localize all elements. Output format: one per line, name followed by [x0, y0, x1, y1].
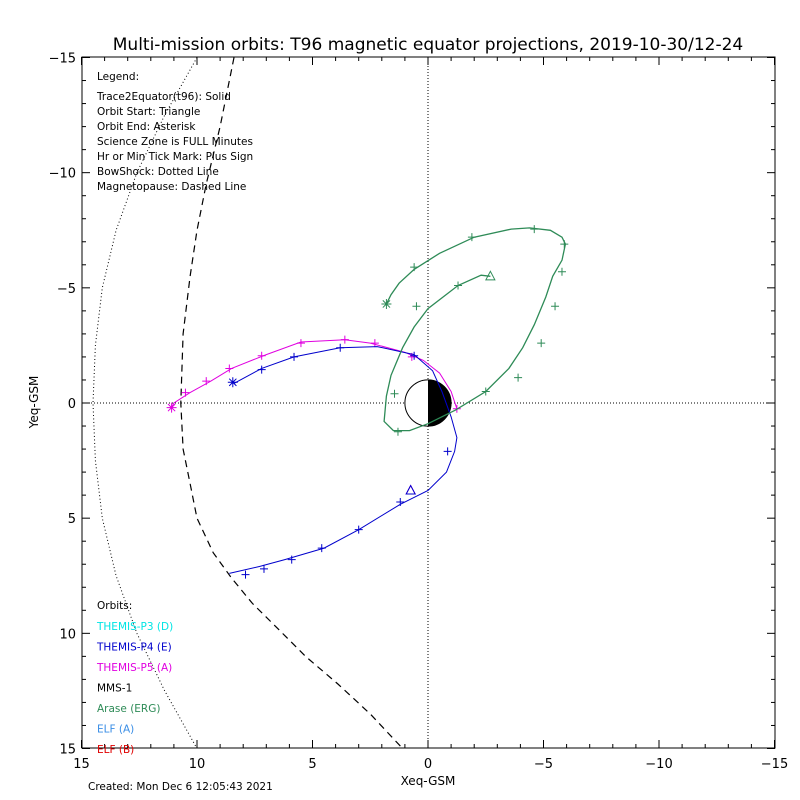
tick-mark-themis-p4-e [259, 564, 268, 573]
y-tick-label: −5 [57, 282, 76, 297]
x-axis-label: Xeq-GSM [401, 774, 456, 788]
orbit-end-marker-themis-p4-e [227, 377, 238, 388]
tick-mark-themis-p5-a [202, 377, 211, 386]
x-tick-label: 5 [308, 757, 316, 772]
tick-mark-themis-p5-a [296, 339, 305, 348]
orbit-start-marker-themis-p5-a [405, 484, 417, 495]
y-tick-label: 5 [68, 512, 76, 527]
series-themis-p4-e [227, 343, 458, 579]
y-tick-label: 10 [59, 627, 76, 642]
legend-line: BowShock: Dotted Line [97, 166, 219, 178]
tick-mark-themis-p5-a [340, 335, 349, 344]
orbit-end-marker-themis-p5-a [166, 402, 177, 413]
tick-mark-arase-erg [393, 427, 402, 436]
tick-mark-arase-erg [412, 302, 421, 311]
orbit-line-themis-p5-a [171, 339, 458, 409]
orbits-legend-entry: MMS-1 [97, 683, 132, 695]
tick-mark-arase-erg [537, 339, 546, 348]
orbits-legend-title: Orbits: [97, 600, 132, 612]
tick-mark-themis-p5-a [370, 339, 379, 348]
magnetopause-line [180, 57, 403, 748]
tick-mark-arase-erg [454, 281, 463, 290]
series-arase-erg [381, 225, 569, 436]
legend-line: Magnetopause: Dashed Line [97, 181, 246, 193]
tick-mark-themis-p4-e [410, 351, 419, 360]
tick-mark-themis-p4-e [443, 447, 452, 456]
tick-mark-arase-erg [560, 240, 569, 249]
bow-shock-line [92, 57, 198, 748]
tick-mark-arase-erg [481, 387, 490, 396]
orbits-legend-entry: Arase (ERG) [97, 703, 160, 715]
tick-mark-arase-erg [467, 233, 476, 242]
tick-mark-themis-p4-e [290, 352, 299, 361]
y-axis-label: Yeq-GSM [27, 376, 41, 430]
orbits-legend-entry: THEMIS-P5 (A) [96, 662, 172, 674]
legend-line: Trace2Equator(t96): Solid [96, 91, 231, 103]
x-tick-label: −15 [761, 757, 788, 772]
orbit-start-marker-arase-erg [485, 270, 496, 281]
orbits-legend-entry: THEMIS-P4 (E) [96, 642, 172, 654]
chart-title: Multi-mission orbits: T96 magnetic equat… [113, 35, 744, 55]
tick-mark-themis-p4-e [336, 343, 345, 352]
tick-mark-themis-p4-e [354, 525, 363, 534]
tick-mark-arase-erg [551, 302, 560, 311]
legend-line: Science Zone is FULL Minutes [97, 136, 253, 148]
footer-created: Created: Mon Dec 6 12:05:43 2021 [88, 781, 273, 793]
x-tick-label: −10 [645, 757, 672, 772]
tick-mark-themis-p4-e [287, 555, 296, 564]
tick-mark-themis-p4-e [317, 544, 326, 553]
tick-mark-themis-p5-a [257, 351, 266, 360]
legend-line: Hr or Min Tick Mark: Plus Sign [97, 151, 253, 163]
tick-mark-themis-p5-a [181, 388, 190, 397]
tick-mark-themis-p4-e [257, 365, 266, 374]
x-tick-label: 15 [73, 757, 90, 772]
tick-mark-themis-p4-e [241, 570, 250, 579]
legend-title: Legend: [97, 71, 139, 83]
y-tick-label: 0 [68, 397, 76, 412]
y-tick-label: 15 [59, 743, 76, 758]
orbits-legend-entry: THEMIS-P3 (D) [96, 621, 173, 633]
legend-line: Orbit End: Asterisk [97, 121, 196, 133]
tick-mark-arase-erg [390, 389, 399, 398]
tick-mark-arase-erg [530, 225, 539, 234]
x-tick-label: −5 [534, 757, 553, 772]
x-tick-label: 10 [189, 757, 206, 772]
y-tick-label: −15 [49, 52, 76, 67]
orbits-legend-entry: ELF (B) [97, 744, 134, 756]
tick-mark-arase-erg [410, 263, 419, 272]
tick-mark-arase-erg [557, 267, 566, 276]
orbit-end-marker-arase-erg [381, 298, 392, 309]
y-tick-label: −10 [49, 167, 76, 182]
orbit-start-marker-themis-p4-e [405, 484, 417, 495]
tick-mark-themis-p5-a [225, 364, 234, 373]
legend-line: Orbit Start: Triangle [97, 106, 200, 118]
tick-mark-themis-p4-e [396, 498, 405, 507]
x-tick-label: 0 [424, 757, 432, 772]
tick-mark-arase-erg [514, 373, 523, 382]
orbits-legend-entry: ELF (A) [97, 724, 134, 736]
